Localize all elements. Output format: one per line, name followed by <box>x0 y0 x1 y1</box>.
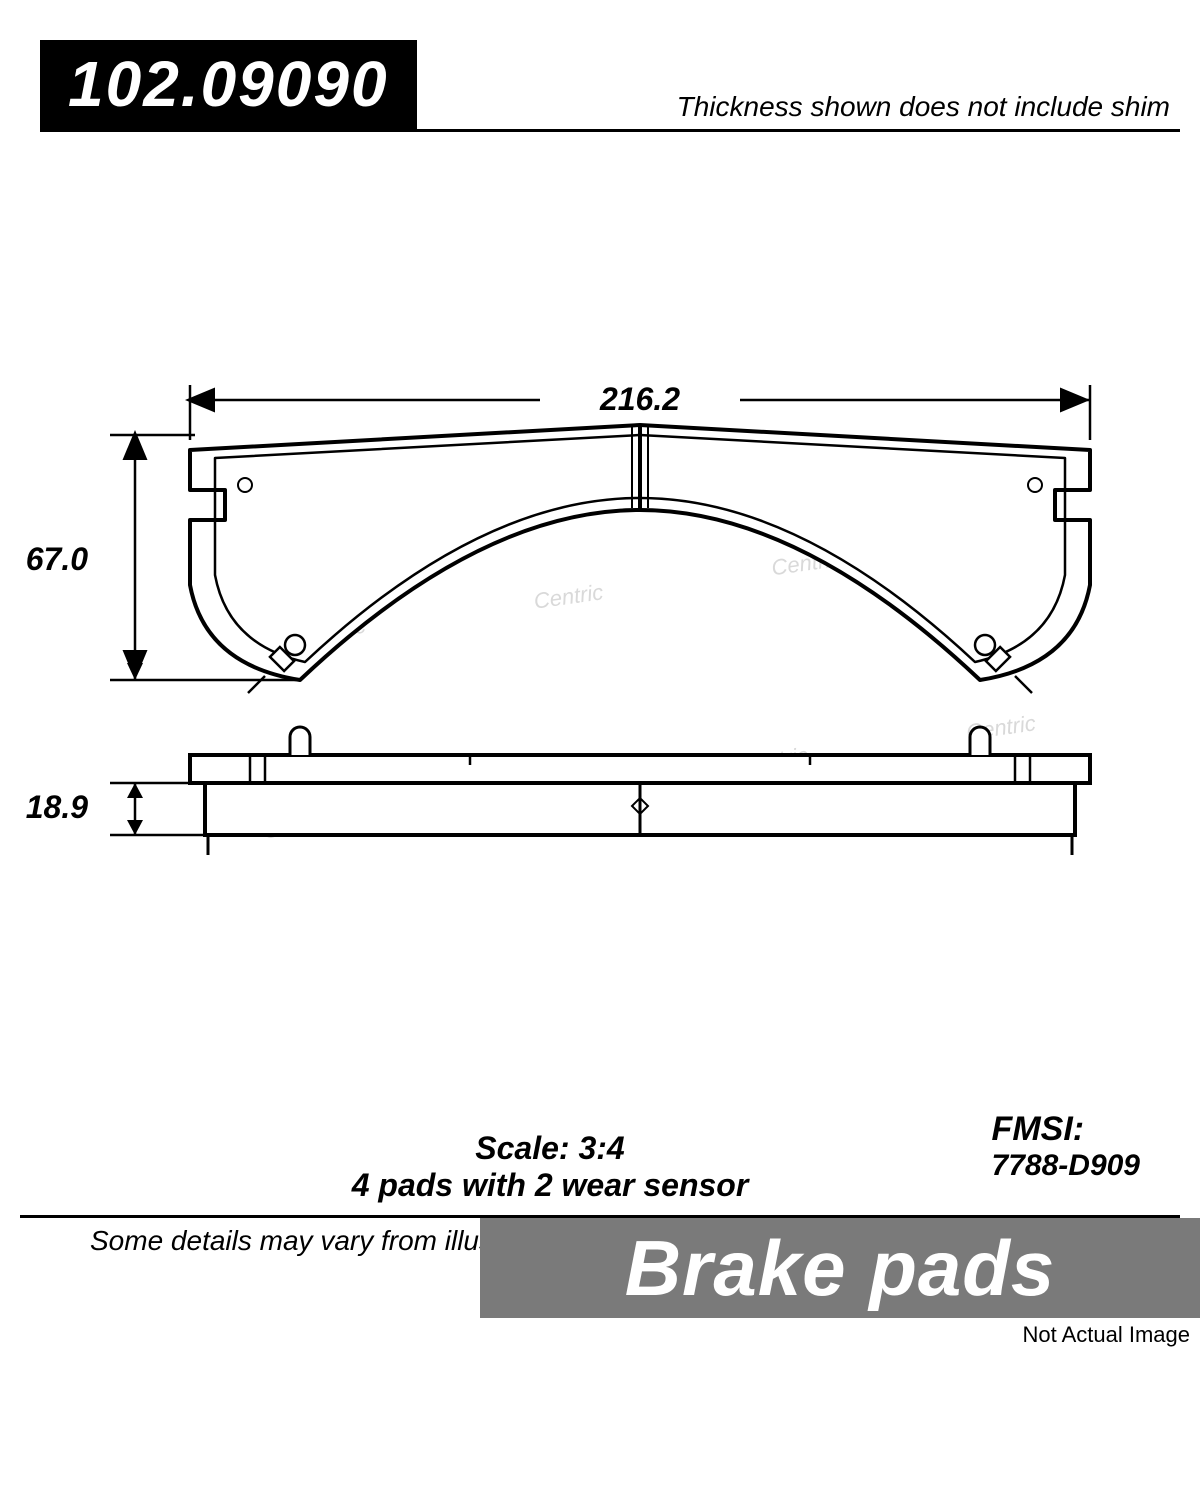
header-bar: 102.09090 Thickness shown does not inclu… <box>40 40 1180 132</box>
dim-height-value: 67.0 <box>26 541 88 577</box>
dim-thickness-value: 18.9 <box>26 789 88 825</box>
brake-pad-drawing: Centric Centric Centric Centric Centric … <box>40 380 1160 900</box>
scale-line: Scale: 3:4 <box>320 1130 780 1167</box>
watermark: Centric <box>532 579 604 613</box>
dim-width-value: 216.2 <box>599 381 680 417</box>
fmsi-label: FMSI: <box>992 1110 1140 1149</box>
pad-face-view <box>190 425 1090 693</box>
pads-line: 4 pads with 2 wear sensor <box>320 1167 780 1204</box>
brake-pads-text: Brake pads <box>625 1223 1056 1314</box>
part-number-box: 102.09090 <box>40 40 417 129</box>
fmsi-value: 7788-D909 <box>992 1149 1140 1183</box>
fmsi-block: FMSI: 7788-D909 <box>992 1110 1140 1183</box>
pad-edge-view <box>190 727 1090 855</box>
dim-thickness: 18.9 <box>26 783 205 835</box>
brake-pads-band: Brake pads <box>480 1218 1200 1318</box>
not-actual-note: Not Actual Image <box>1022 1322 1190 1348</box>
drawing-svg: Centric Centric Centric Centric Centric … <box>40 380 1160 900</box>
thickness-note: Thickness shown does not include shim <box>677 91 1170 123</box>
scale-block: Scale: 3:4 4 pads with 2 wear sensor <box>320 1130 780 1204</box>
part-number: 102.09090 <box>68 48 389 120</box>
page: 102.09090 Thickness shown does not inclu… <box>0 0 1200 1500</box>
